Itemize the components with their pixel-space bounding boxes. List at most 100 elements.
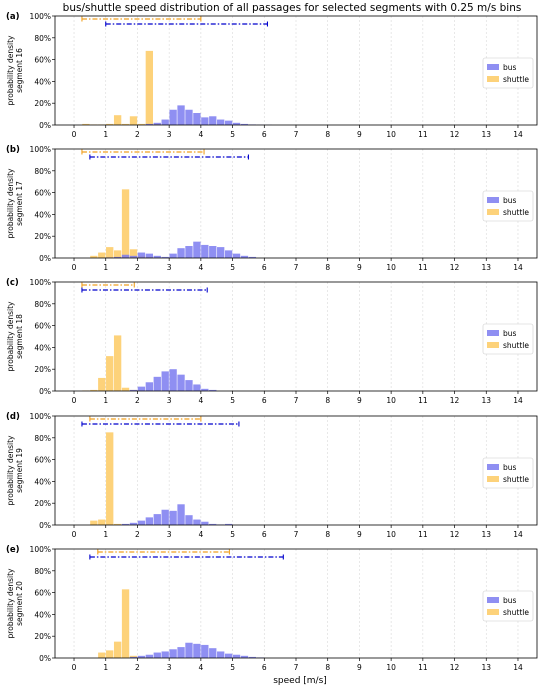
bus-bar [129, 389, 138, 391]
bus-bar [232, 253, 241, 258]
x-tick-label: 12 [450, 396, 460, 405]
bus-bar [224, 250, 233, 258]
shuttle-bar [129, 116, 138, 125]
x-tick-label: 5 [230, 396, 235, 405]
y-tick-label: 0% [39, 254, 51, 263]
shuttle-bar [90, 520, 98, 525]
bus-legend-label: bus [503, 463, 517, 472]
bus-bar [145, 517, 154, 525]
y-tick-label: 60% [34, 56, 51, 65]
bus-bar [240, 655, 249, 658]
bus-bar [129, 255, 138, 258]
x-tick-label: 3 [167, 396, 172, 405]
bus-bar [185, 380, 193, 391]
bus-bar [177, 647, 185, 658]
shuttle-bar [98, 652, 106, 658]
bus-bar [193, 643, 201, 658]
bus-bar [137, 520, 146, 525]
y-tick-label: 60% [34, 589, 51, 598]
x-tick-label: 4 [198, 530, 203, 539]
x-tick-label: 10 [386, 130, 396, 139]
bus-bar [217, 247, 225, 258]
shuttle-legend-label: shuttle [503, 75, 529, 84]
y-tick-label: 0% [39, 521, 51, 530]
x-tick-label: 9 [357, 530, 362, 539]
shuttle-legend-label: shuttle [503, 341, 529, 350]
x-tick-label: 4 [198, 263, 203, 272]
shuttle-bar [121, 189, 130, 258]
bus-bar [224, 523, 233, 525]
y-axis-label: probability density [6, 435, 15, 505]
y-tick-label: 40% [34, 343, 51, 352]
legend: bus shuttle [482, 457, 534, 489]
x-tick-label: 9 [357, 263, 362, 272]
panel-1: (a)0%20%40%60%80%100%0 1 2 3 4 5 6 7 8 9 10 11 12 13 1… [6, 12, 538, 139]
bus-bar [169, 253, 177, 258]
x-tick-label: 8 [325, 130, 330, 139]
bus-bar [232, 654, 241, 658]
x-tick-label: 10 [386, 663, 396, 672]
bus-legend-label: bus [503, 596, 517, 605]
bus-bar [201, 244, 209, 258]
x-tick-label: 5 [230, 130, 235, 139]
x-tick-label: 4 [198, 130, 203, 139]
shuttle-bar [106, 432, 114, 525]
bus-bar [137, 252, 146, 258]
x-tick-label: 4 [198, 396, 203, 405]
panel-2: (b)0%20%40%60%80%100%0 1 2 3 4 5 6 7 8 9 10 11 12 13 1… [6, 145, 538, 272]
y-tick-label: 0% [39, 654, 51, 663]
x-tick-label: 3 [167, 130, 172, 139]
x-tick-label: 2 [135, 130, 140, 139]
bus-bar [248, 656, 257, 658]
shuttle-legend-label: shuttle [503, 608, 529, 617]
bus-bar [169, 649, 177, 658]
shuttle-bar [82, 123, 90, 125]
x-tick-label: 6 [262, 130, 267, 139]
bus-legend-label: bus [503, 329, 517, 338]
bus-bar [201, 521, 209, 525]
x-tick-label: 14 [513, 130, 523, 139]
y-tick-label: 20% [34, 99, 51, 108]
bus-bar [153, 514, 161, 525]
x-tick-label: 6 [262, 263, 267, 272]
x-tick-label: 14 [513, 663, 523, 672]
bus-bar [217, 119, 225, 125]
x-tick-label: 9 [357, 130, 362, 139]
bus-bar [169, 510, 177, 525]
bus-legend-swatch [487, 597, 499, 603]
y-tick-label: 20% [34, 232, 51, 241]
x-tick-label: 9 [357, 663, 362, 672]
panel-5: (e)0%20%40%60%80%100%0 1 2 3 4 5 6 7 8 9 10 11 12 13 1… [6, 545, 538, 672]
y-axis-label: segment 18 [15, 314, 24, 359]
panel-label: (e) [6, 545, 20, 555]
x-tick-label: 6 [262, 530, 267, 539]
x-tick-label: 1 [103, 530, 108, 539]
x-tick-label: 10 [386, 396, 396, 405]
bus-legend-swatch [487, 464, 499, 470]
x-tick-label: 11 [418, 130, 428, 139]
bus-legend-label: bus [503, 196, 517, 205]
x-tick-label: 12 [450, 263, 460, 272]
x-tick-label: 6 [262, 663, 267, 672]
x-tick-label: 0 [72, 396, 77, 405]
bus-bar [145, 382, 154, 391]
y-tick-label: 20% [34, 499, 51, 508]
shuttle-bar [137, 123, 146, 125]
panel-label: (d) [6, 412, 20, 422]
shuttle-bar [106, 650, 114, 658]
x-tick-label: 2 [135, 530, 140, 539]
x-tick-label: 0 [72, 530, 77, 539]
bus-bar [177, 374, 185, 391]
y-axis-label: probability density [6, 568, 15, 638]
x-tick-label: 11 [418, 263, 428, 272]
bus-bar [153, 122, 161, 125]
x-tick-label: 4 [198, 663, 203, 672]
x-tick-label: 1 [103, 130, 108, 139]
x-tick-label: 11 [418, 396, 428, 405]
shuttle-legend-swatch [487, 342, 499, 348]
y-axis-label: segment 20 [15, 581, 24, 626]
bus-bar [232, 122, 241, 125]
x-tick-label: 8 [325, 396, 330, 405]
panel-label: (c) [6, 278, 19, 288]
